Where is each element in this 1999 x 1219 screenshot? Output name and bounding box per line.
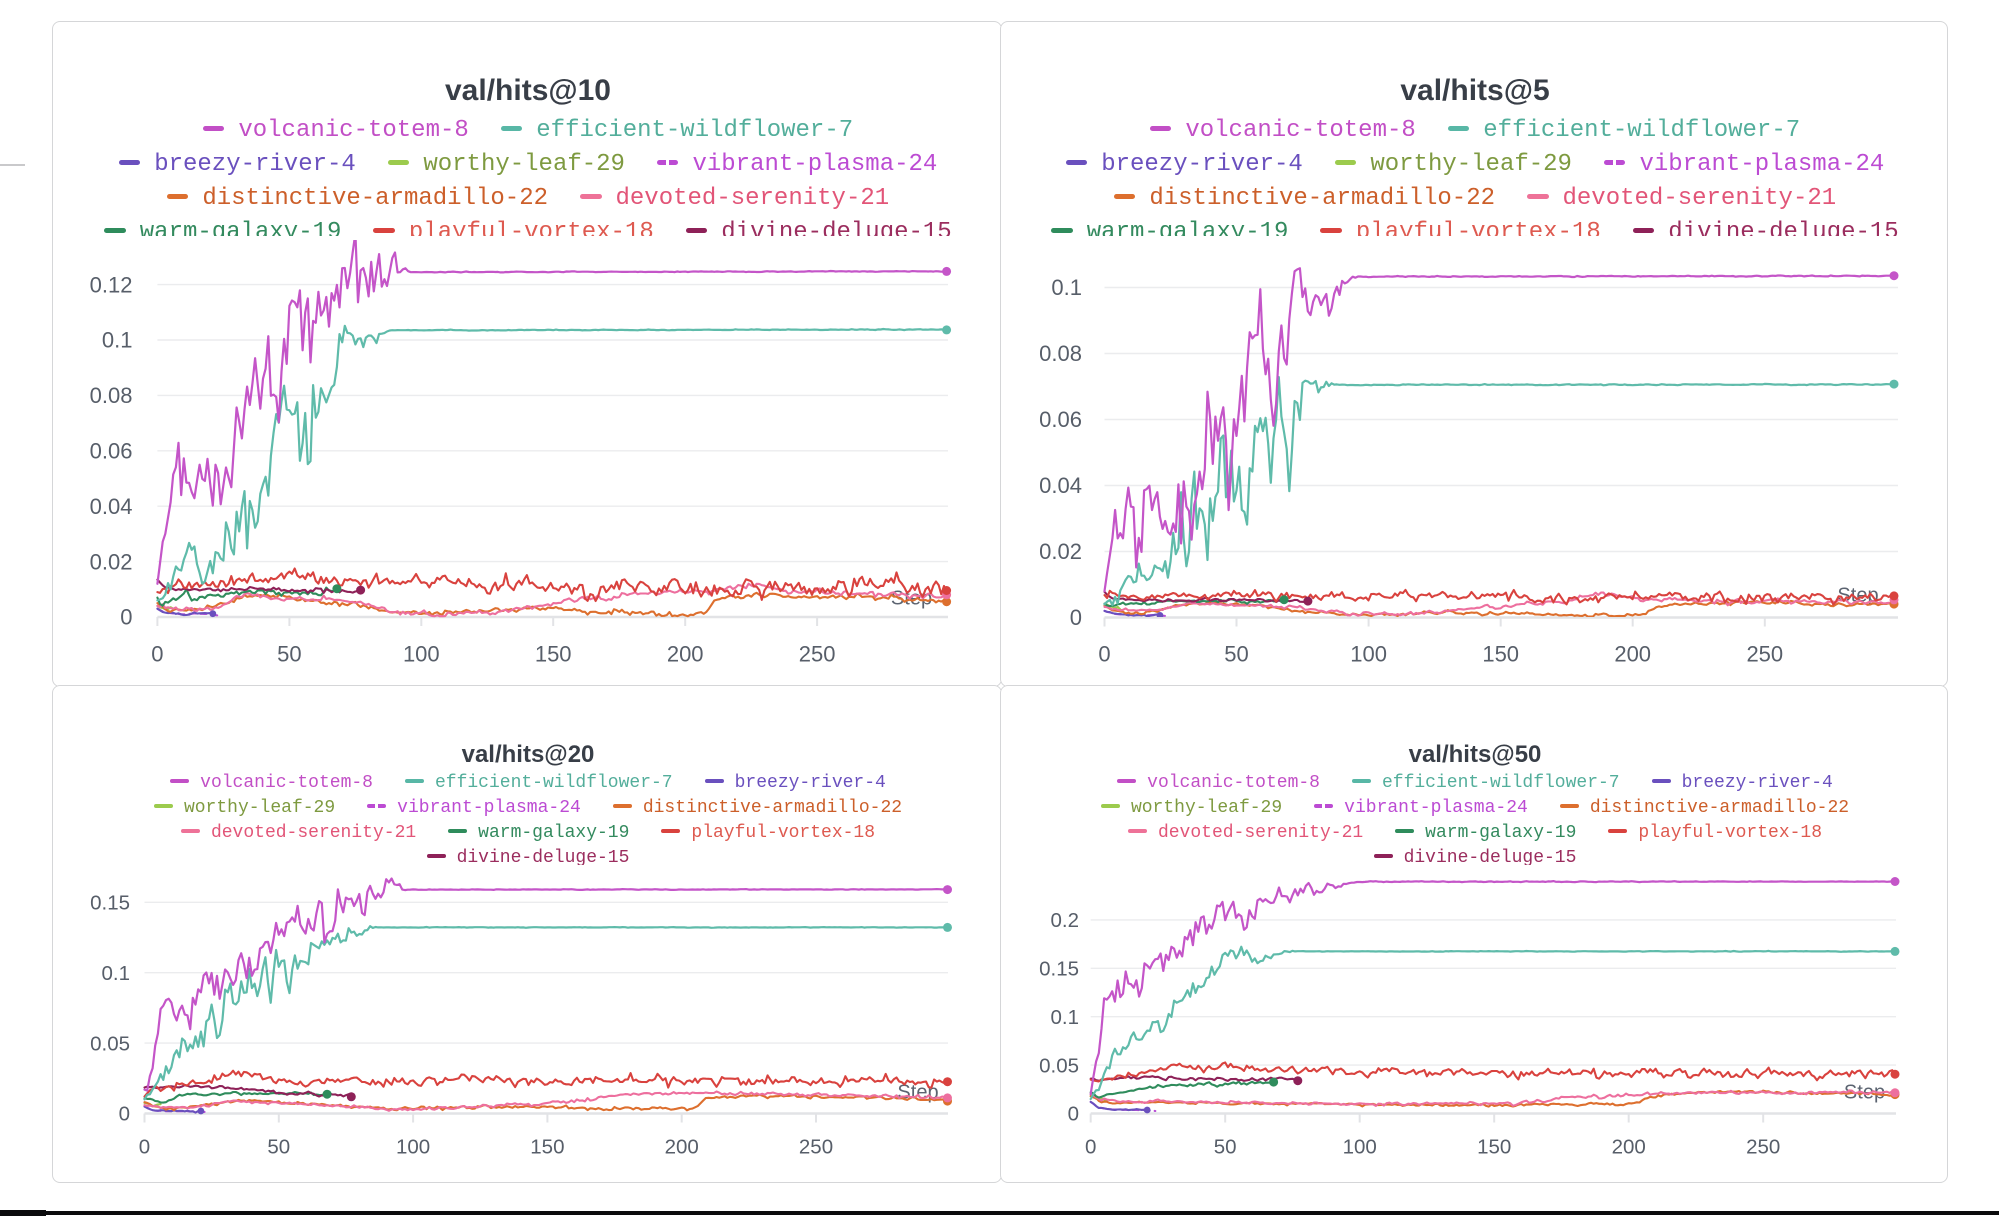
svg-text:0.1: 0.1 [1051,1006,1080,1029]
svg-text:200: 200 [1612,1136,1646,1159]
svg-text:100: 100 [403,642,440,667]
svg-text:0: 0 [120,605,132,630]
svg-text:0: 0 [1070,605,1082,630]
svg-text:0: 0 [151,642,163,667]
svg-text:100: 100 [396,1136,430,1159]
svg-text:0.06: 0.06 [90,439,133,464]
svg-text:0.08: 0.08 [1039,341,1082,366]
svg-text:250: 250 [1746,642,1783,667]
svg-text:0.15: 0.15 [90,892,130,915]
svg-text:0.04: 0.04 [90,494,133,519]
svg-text:150: 150 [1477,1136,1511,1159]
svg-text:0.1: 0.1 [102,328,133,353]
svg-text:0.04: 0.04 [1039,473,1082,498]
svg-text:250: 250 [1746,1136,1780,1159]
svg-text:200: 200 [667,642,704,667]
svg-text:50: 50 [1214,1136,1237,1159]
svg-text:0.1: 0.1 [102,962,131,985]
svg-text:0.02: 0.02 [90,549,133,574]
svg-text:100: 100 [1350,642,1387,667]
svg-text:0: 0 [1098,642,1110,667]
svg-text:50: 50 [1224,642,1248,667]
svg-text:0.05: 0.05 [1039,1054,1079,1077]
svg-text:100: 100 [1343,1136,1377,1159]
svg-text:0: 0 [139,1136,150,1159]
svg-text:0: 0 [1085,1136,1096,1159]
svg-text:0.08: 0.08 [90,383,133,408]
svg-text:0: 0 [1068,1103,1079,1126]
svg-text:0.02: 0.02 [1039,539,1082,564]
svg-text:0: 0 [119,1103,130,1126]
svg-text:150: 150 [535,642,572,667]
svg-text:200: 200 [665,1136,699,1159]
svg-text:0.06: 0.06 [1039,407,1082,432]
svg-text:0.12: 0.12 [90,272,133,297]
svg-text:0.2: 0.2 [1051,909,1080,932]
svg-text:0.1: 0.1 [1051,275,1082,300]
svg-text:150: 150 [530,1136,564,1159]
svg-text:150: 150 [1482,642,1519,667]
svg-text:50: 50 [277,642,301,667]
svg-text:0.15: 0.15 [1039,958,1079,981]
svg-text:250: 250 [799,642,836,667]
svg-text:0.05: 0.05 [90,1032,130,1055]
svg-text:250: 250 [799,1136,833,1159]
svg-text:50: 50 [267,1136,290,1159]
svg-text:200: 200 [1614,642,1651,667]
